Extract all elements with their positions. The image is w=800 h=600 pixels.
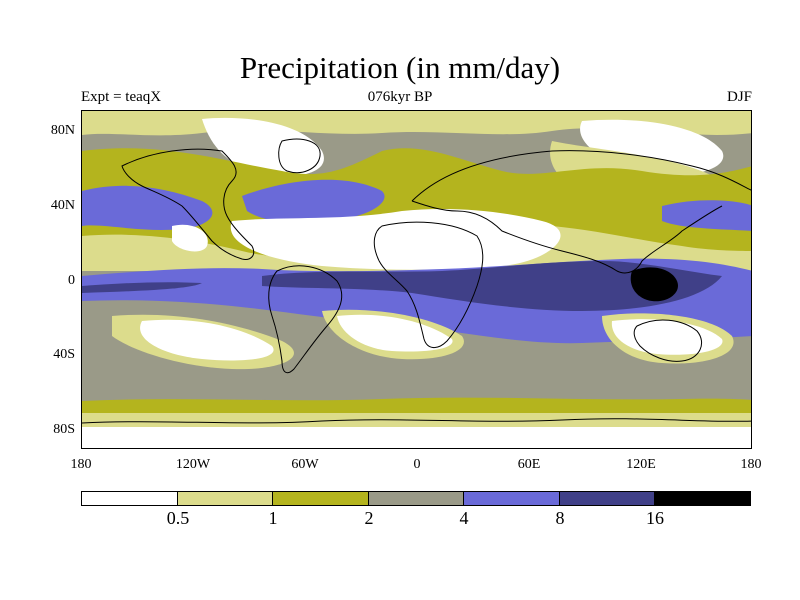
y-tick-0: 0 — [68, 273, 75, 288]
colorbar-box-1 — [177, 492, 274, 505]
x-tick-120W: 120W — [175, 457, 211, 472]
y-tick-80N: 80N — [50, 123, 75, 138]
x-tick-180-right: 180 — [740, 457, 762, 472]
x-tick-60W: 60W — [291, 457, 319, 472]
time-label: 076kyr BP — [367, 89, 433, 105]
map-title: Precipitation (in mm/day) — [239, 50, 561, 85]
coast-north-america — [121, 148, 255, 260]
coast-africa — [373, 221, 484, 348]
field-south-pacific-white — [140, 319, 274, 361]
colorbar-label-8: 8 — [555, 508, 565, 528]
field-pacific-itcz-line — [82, 282, 202, 293]
coast-south-america — [268, 265, 343, 374]
y-tick-40S: 40S — [53, 347, 75, 362]
field-atlantic-storm — [242, 179, 385, 223]
coast-greenland — [278, 138, 321, 174]
field-itcz-dark — [262, 261, 722, 311]
x-tick-0: 0 — [413, 457, 421, 472]
colorbar-box-5 — [559, 492, 656, 505]
coast-eurasia — [411, 150, 751, 274]
y-tick-80S: 80S — [53, 422, 75, 437]
x-tick-180-left: 180 — [70, 457, 92, 472]
colorbar-label-1: 1 — [268, 508, 278, 528]
field-arctic-white — [202, 117, 324, 176]
colorbar-box-6 — [655, 492, 751, 505]
field-npac-white — [172, 224, 208, 252]
colorbar-label-16: 16 — [646, 508, 664, 528]
map-canvas — [82, 111, 751, 448]
x-tick-120E: 120E — [626, 457, 656, 472]
field-subtropic-north-light — [82, 225, 751, 271]
season-label: DJF — [726, 89, 752, 105]
colorbar-label-0.5: 0.5 — [166, 508, 190, 528]
coast-antarctica — [82, 418, 751, 424]
colorbar-box-4 — [464, 492, 560, 505]
experiment-label: Expt = teaqX — [81, 89, 162, 105]
field-south-olive — [82, 397, 751, 413]
colorbar-box-0 — [82, 492, 178, 505]
precipitation-map — [81, 110, 752, 449]
y-tick-40N: 40N — [50, 198, 75, 213]
colorbar-box-3 — [368, 492, 465, 505]
field-antarctic-white — [82, 427, 751, 448]
field-warmpool-black — [630, 267, 678, 302]
field-sahara-white — [230, 209, 561, 270]
x-tick-60E: 60E — [517, 457, 541, 472]
coastlines — [82, 138, 751, 424]
colorbar — [81, 491, 751, 506]
field-south-atlantic-white — [337, 314, 453, 352]
field-pacific-storm — [82, 185, 213, 230]
colorbar-label-2: 2 — [364, 508, 374, 528]
colorbar-label-4: 4 — [459, 508, 469, 528]
colorbar-box-2 — [273, 492, 369, 505]
coast-australia — [633, 319, 702, 362]
